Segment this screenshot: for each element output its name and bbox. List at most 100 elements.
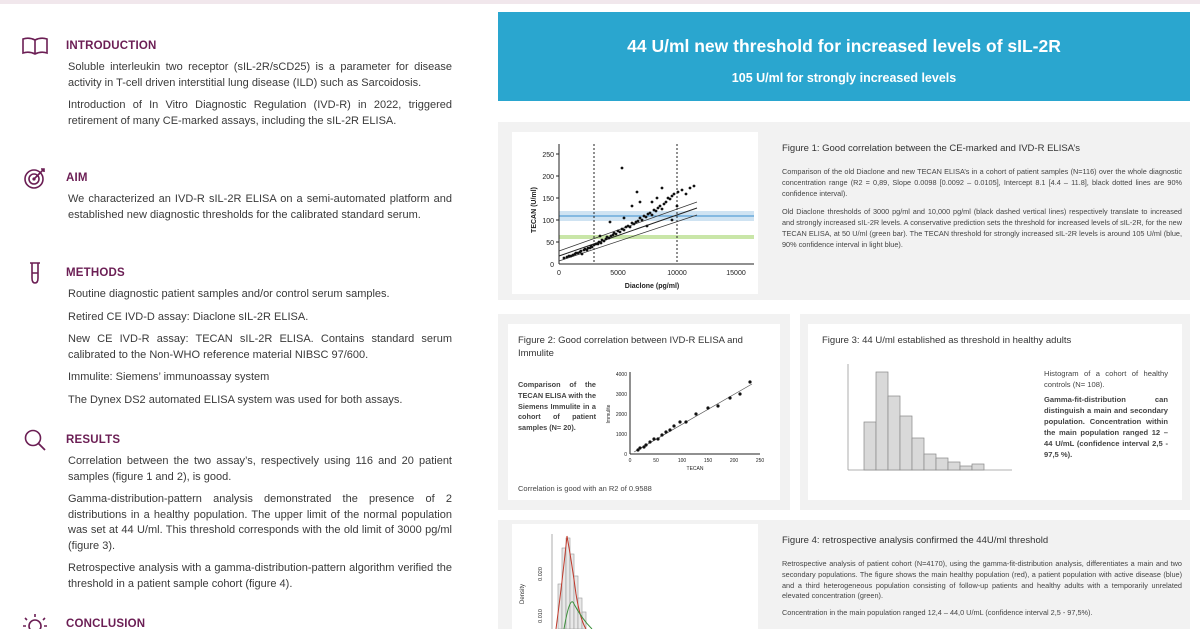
results-section: RESULTS Correlation between the two assa… <box>22 429 452 599</box>
scatter-point <box>648 211 652 215</box>
figure4-text-2: Concentration in the main population ran… <box>782 608 1093 618</box>
scatter-point <box>670 218 674 222</box>
y-tick: 0.020 <box>538 567 544 581</box>
scatter-point <box>650 213 654 217</box>
results-text-3: Retrospective analysis with a gamma-dist… <box>68 562 452 590</box>
scatter-point <box>688 186 692 190</box>
results-title: RESULTS <box>66 434 121 446</box>
scatter-point <box>658 204 662 208</box>
figure1-text-2: Old Diaclone thresholds of 3000 pg/ml an… <box>782 207 1182 249</box>
x-tick: 200 <box>730 458 739 464</box>
y-tick: 250 <box>542 152 554 159</box>
scatter-point <box>668 197 672 201</box>
scatter-point <box>594 242 598 246</box>
y-tick: 50 <box>546 240 554 247</box>
scatter-point <box>562 256 566 260</box>
y-tick: 4000 <box>616 372 627 378</box>
scatter-point <box>635 190 639 194</box>
scatter-point <box>656 206 660 210</box>
methods-text-1: Routine diagnostic patient samples and/o… <box>68 288 390 300</box>
scatter-point <box>662 202 666 206</box>
green-threshold-bar <box>559 235 754 239</box>
figure3-text-2: Gamma-fit-distribution can distinguish a… <box>1044 395 1168 459</box>
figure4-title: Figure 4: retrospective analysis confirm… <box>782 535 1049 546</box>
conclusion-section: CONCLUSION <box>22 614 452 629</box>
y-tick: 150 <box>542 196 554 203</box>
aim-section: AIM We characterized an IVD-R sIL-2R ELI… <box>22 168 452 230</box>
y-tick: 0 <box>624 452 627 458</box>
scatter-point <box>650 200 654 204</box>
scatter-point <box>628 225 632 229</box>
scatter-point <box>654 209 658 213</box>
density-bars <box>557 537 587 629</box>
x-tick: 150 <box>704 458 713 464</box>
scatter-point <box>602 239 606 243</box>
methods-text-4: Immulite: Siemens’ immunoassay system <box>68 371 270 383</box>
secondary-population-curve <box>563 601 593 629</box>
figure1-chart: 250 200 150 100 50 0 0 5000 10000 15000 … <box>512 132 758 294</box>
x-tick: 250 <box>756 458 765 464</box>
scatter-points <box>562 166 696 260</box>
scatter-point <box>638 216 642 220</box>
scatter-point <box>638 200 642 204</box>
book-icon <box>22 35 48 57</box>
scatter-point <box>590 245 594 249</box>
threshold-banner: 44 U/ml new threshold for increased leve… <box>498 12 1190 101</box>
figure1-text-1: Comparison of the old Diaclone and new T… <box>782 167 1182 198</box>
y-axis-label: Immulite <box>606 404 612 423</box>
scatter-point <box>607 236 611 240</box>
scatter-point <box>640 218 644 222</box>
scatter-point <box>636 219 640 223</box>
results-text-2: Gamma-distribution-pattern analysis demo… <box>68 493 452 552</box>
figure2-panel: Figure 2: Good correlation between IVD-R… <box>498 314 790 510</box>
methods-section: METHODS Routine diagnostic patient sampl… <box>22 262 452 415</box>
scatter-point <box>586 246 590 250</box>
y-tick: 0 <box>550 262 554 269</box>
scatter-point <box>599 241 603 245</box>
figure3-panel: Figure 3: 44 U/ml established as thresho… <box>800 314 1190 510</box>
figure4-text-1: Retrospective analysis of patient cohort… <box>782 559 1182 601</box>
scatter-point <box>632 222 636 226</box>
y-axis-label: Density <box>520 584 526 604</box>
scatter-point <box>614 232 618 236</box>
scatter-point <box>580 252 584 256</box>
target-icon <box>22 167 48 189</box>
y-tick: 0.010 <box>538 609 544 623</box>
x-tick: 5000 <box>610 270 626 277</box>
scatter-point <box>630 204 634 208</box>
figure2-description: Comparison of the TECAN ELISA with the S… <box>518 380 596 433</box>
aim-text: We characterized an IVD-R sIL-2R ELISA o… <box>68 193 452 221</box>
y-axis-label: TECAN (U/ml) <box>531 187 538 233</box>
scatter-point <box>660 186 664 190</box>
regression-line <box>633 383 753 453</box>
results-text-1: Correlation between the two assay’s, res… <box>68 455 452 483</box>
y-tick: 2000 <box>616 412 627 418</box>
scatter-point <box>670 194 674 198</box>
regression-line <box>558 207 698 257</box>
scatter-point <box>567 254 571 258</box>
x-tick: 100 <box>678 458 687 464</box>
x-tick: 0 <box>557 270 561 277</box>
scatter-point <box>574 251 578 255</box>
scatter-points <box>636 380 752 452</box>
scatter-point <box>675 204 679 208</box>
scatter-point <box>676 190 680 194</box>
banner-subtitle: 105 U/ml for strongly increased levels <box>731 71 957 85</box>
y-tick: 100 <box>542 218 554 225</box>
x-axis-label: TECAN <box>687 466 704 472</box>
introduction-text-1: Soluble interleukin two receptor (sIL-2R… <box>68 61 452 89</box>
scatter-point <box>622 228 626 232</box>
scatter-point <box>644 215 648 219</box>
scatter-point <box>655 196 659 200</box>
figure3-text-1: Histogram of a cohort of healthy control… <box>1044 369 1168 389</box>
figure2-title: Figure 2: Good correlation between IVD-R… <box>518 335 743 359</box>
x-tick: 15000 <box>726 270 746 277</box>
test-tube-icon <box>22 262 48 284</box>
introduction-section: INTRODUCTION Soluble interleukin two rec… <box>22 36 452 136</box>
methods-text-3: New CE IVD-R assay: TECAN sIL-2R ELISA. … <box>68 333 452 361</box>
y-tick: 200 <box>542 174 554 181</box>
x-tick: 0 <box>629 458 632 464</box>
introduction-title: INTRODUCTION <box>66 40 157 52</box>
x-tick: 10000 <box>667 270 687 277</box>
